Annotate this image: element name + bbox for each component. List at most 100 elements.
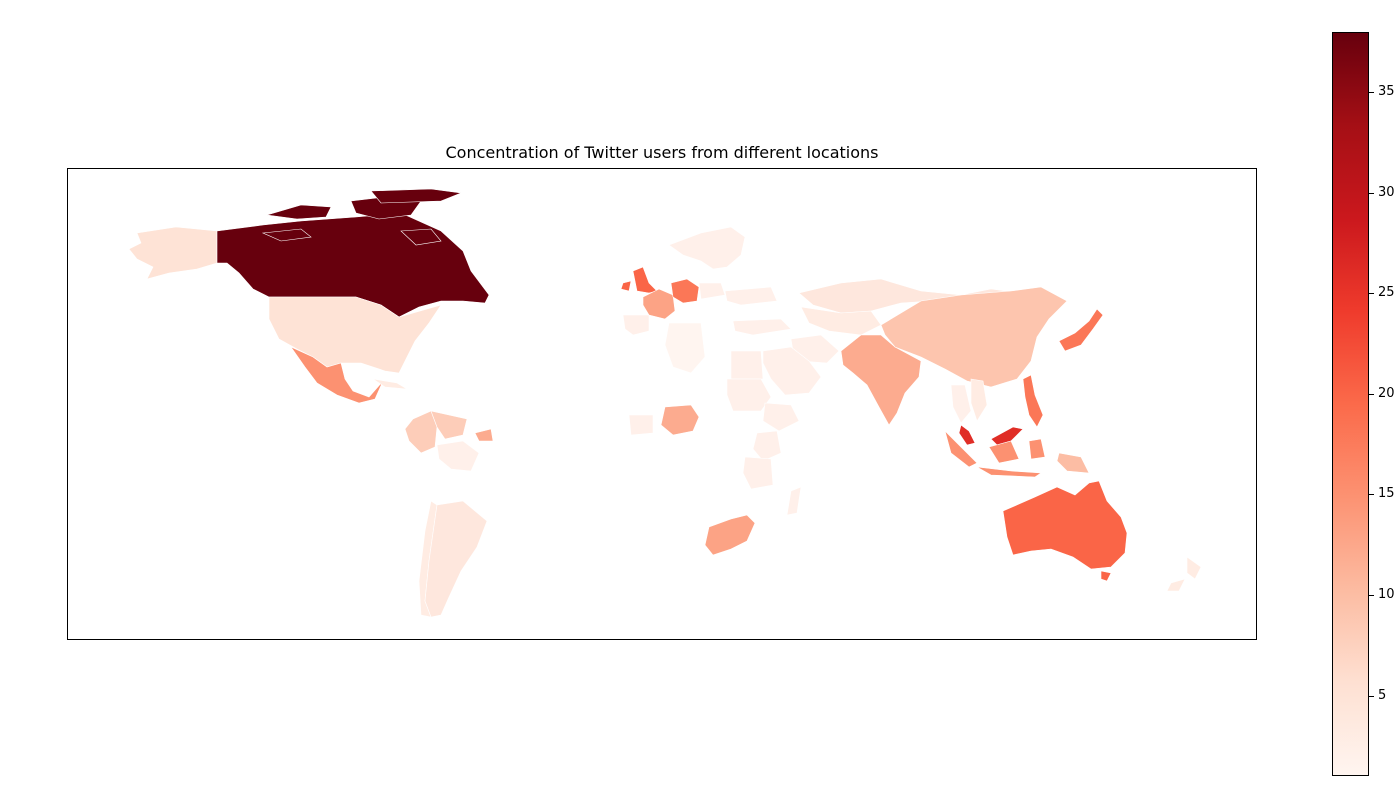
country-australia: [1002, 480, 1128, 582]
country-scandinavia: [668, 226, 746, 270]
country-indonesia: [944, 429, 1046, 478]
country-ukraine: [724, 286, 778, 306]
country-shape: [404, 410, 438, 454]
country-shape: [424, 500, 488, 618]
map-frame: [67, 168, 1257, 640]
colorbar-tick-label: 35: [1378, 84, 1395, 100]
country-shape: [976, 466, 1042, 478]
country-shape: [762, 346, 822, 396]
map-title: Concentration of Twitter users from diff…: [445, 143, 879, 162]
colorbar-tick: [1369, 192, 1374, 194]
country-shape: [128, 226, 218, 280]
country-shape: [668, 226, 746, 270]
country-shape: [664, 322, 706, 374]
country-china: [880, 286, 1068, 388]
colorbar-tick: [1369, 695, 1374, 697]
country-poland: [698, 282, 726, 300]
colorbar-tick-label: 10: [1378, 587, 1395, 603]
colorbar-tick: [1369, 393, 1374, 395]
country-shape: [742, 456, 774, 490]
colorbar-tick-label: 5: [1378, 687, 1387, 703]
country-shape: [372, 378, 408, 390]
country-shape: [698, 282, 726, 300]
country-argentina: [424, 500, 488, 618]
country-mexico: [290, 346, 384, 404]
colorbar-tick-label: 30: [1378, 184, 1395, 200]
country-shape: [990, 426, 1024, 446]
country-shape: [1002, 480, 1128, 570]
country-cuba: [372, 378, 408, 390]
country-shape: [1186, 556, 1202, 580]
country-shape: [268, 296, 442, 374]
country-sudan: [726, 378, 772, 412]
country-shape: [660, 404, 700, 436]
colorbar-tick-label: 15: [1378, 486, 1395, 502]
country-shape: [290, 346, 384, 404]
country-thailand: [950, 384, 972, 424]
colorbar-tick-label: 20: [1378, 385, 1395, 401]
country-vietnam: [970, 378, 988, 422]
country-venezuela: [430, 410, 468, 440]
country-ghana: [628, 414, 654, 436]
country-papua-new-guinea: [1056, 452, 1090, 474]
country-algeria: [664, 322, 706, 374]
country-shape: [726, 378, 772, 412]
country-shape: [1028, 438, 1046, 460]
country-alaska: [128, 226, 218, 280]
country-shape: [970, 378, 988, 422]
colorbar: [1332, 32, 1369, 776]
country-shape: [622, 314, 650, 336]
colorbar-tick: [1369, 595, 1374, 597]
country-philippines: [1022, 374, 1044, 428]
country-shape: [436, 440, 480, 472]
country-india: [840, 334, 922, 426]
country-shape: [786, 486, 802, 516]
country-shape: [1056, 452, 1090, 474]
country-shape: [704, 514, 756, 556]
country-tanzania: [742, 456, 774, 490]
country-shape: [430, 410, 468, 440]
country-kazakhstan: [800, 306, 882, 336]
country-shape: [1022, 374, 1044, 428]
country-shape: [1058, 308, 1104, 352]
country-shape: [762, 402, 800, 432]
country-germany: [670, 278, 700, 304]
country-turkey: [732, 318, 792, 336]
country-shape: [620, 280, 632, 292]
country-shape: [724, 286, 778, 306]
country-shape: [670, 278, 700, 304]
country-guyana: [474, 428, 494, 442]
country-saudi-arabia: [762, 346, 822, 396]
country-shape: [732, 318, 792, 336]
country-shape: [474, 428, 494, 442]
country-malaysia: [958, 424, 1024, 446]
country-shape: [730, 350, 764, 380]
country-united-states: [268, 296, 442, 374]
country-shape: [400, 228, 442, 246]
country-shape: [370, 188, 463, 204]
country-shape: [840, 334, 922, 426]
country-madagascar: [786, 486, 802, 516]
country-shape: [642, 288, 676, 320]
country-new-zealand: [1166, 556, 1202, 592]
country-brazil-east: [436, 440, 480, 472]
colorbar-tick: [1369, 494, 1374, 496]
country-canada: [216, 188, 490, 318]
country-shape: [1166, 578, 1186, 592]
colorbar-tick-label: 25: [1378, 285, 1395, 301]
country-shape: [752, 430, 782, 462]
country-shape: [628, 414, 654, 436]
country-france: [642, 288, 676, 320]
country-shape: [880, 286, 1068, 388]
colorbar-tick: [1369, 293, 1374, 295]
country-shape: [800, 306, 882, 336]
choropleth-map: [128, 188, 1202, 618]
country-shape: [632, 266, 658, 294]
country-spain: [622, 314, 650, 336]
country-shape: [1100, 570, 1112, 582]
country-shape: [988, 440, 1020, 464]
country-japan: [1058, 308, 1104, 352]
country-colombia: [404, 410, 438, 454]
country-shape: [261, 228, 312, 242]
country-kenya: [752, 430, 782, 462]
